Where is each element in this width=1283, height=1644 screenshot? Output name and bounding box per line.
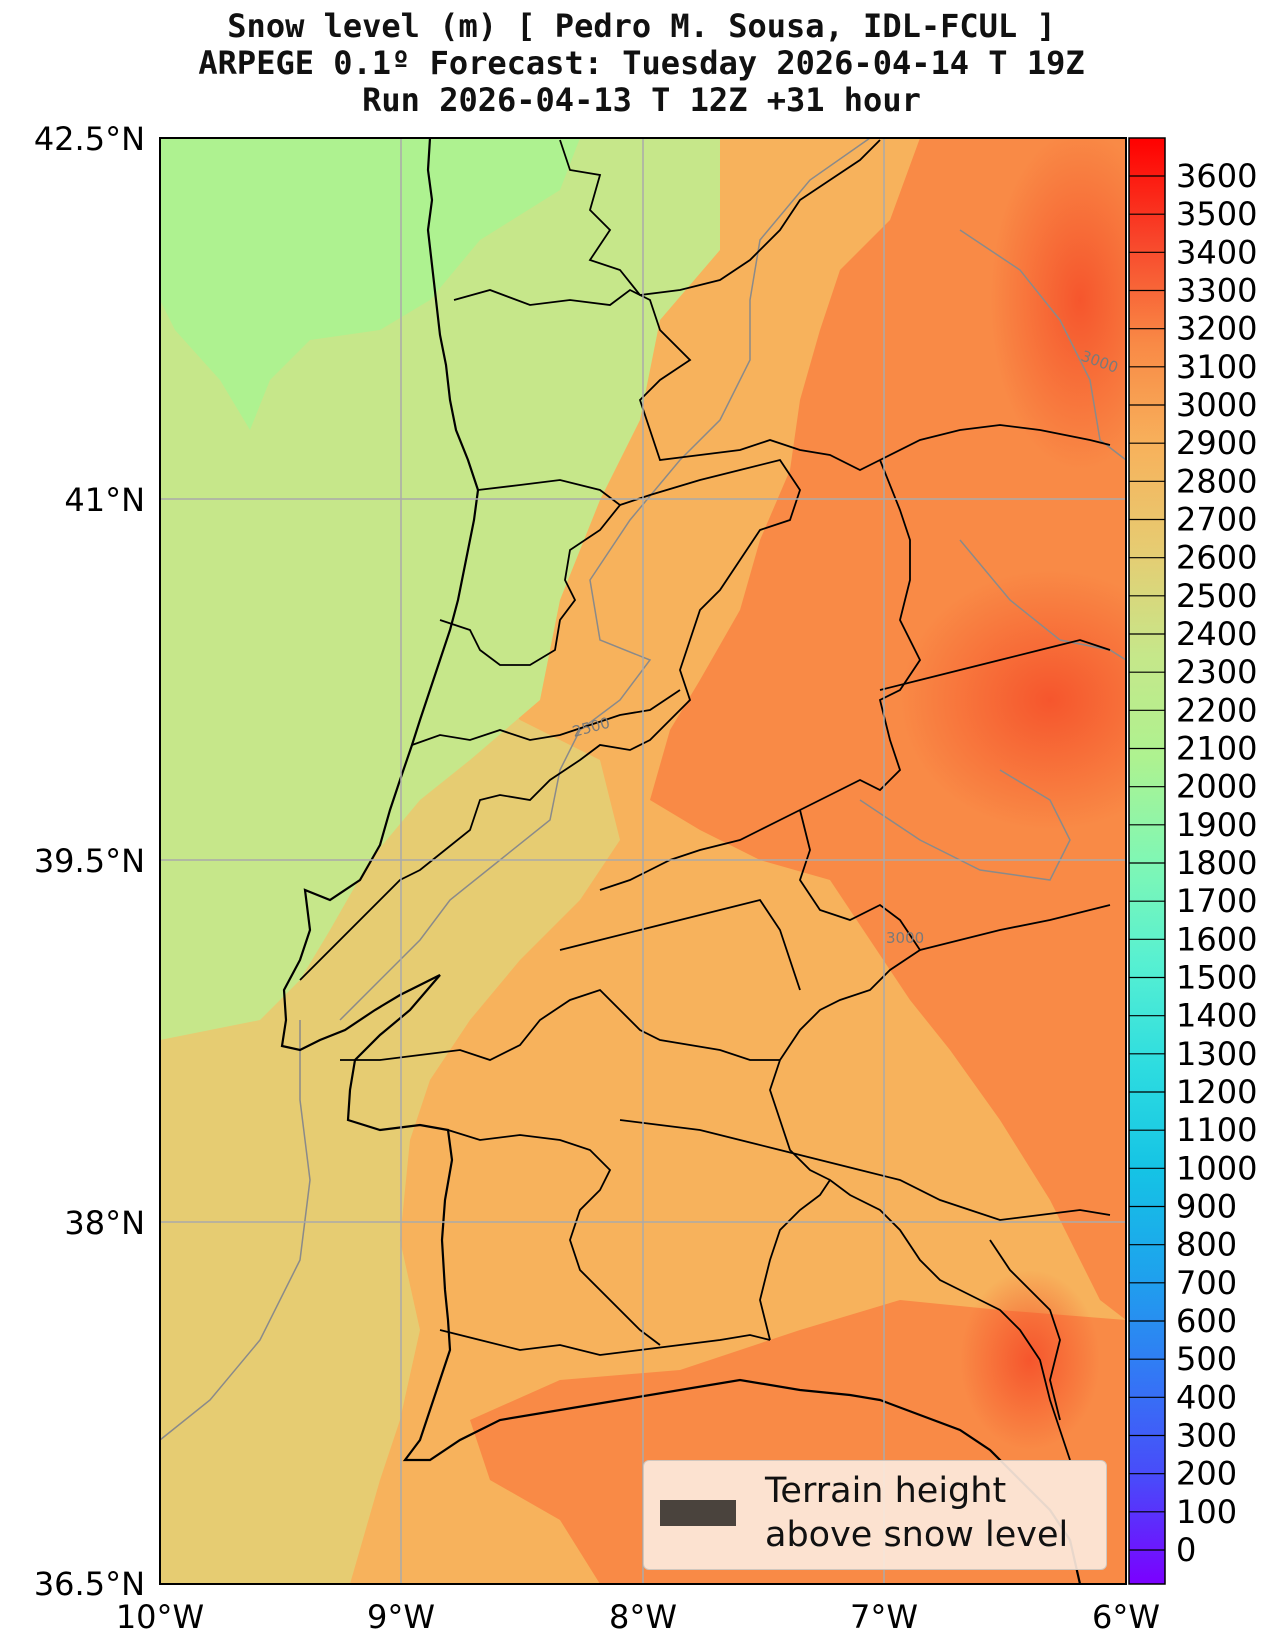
- map-frame: [159, 137, 1127, 1585]
- colorbar-tick-label: 2300: [1176, 653, 1257, 691]
- lon-tick-label: 6°W: [1092, 1598, 1160, 1636]
- district-boundary: [769, 809, 922, 1181]
- district-boundary: [299, 458, 801, 981]
- colorbar-tick-label: 3200: [1176, 310, 1257, 348]
- field-ocean-north: [160, 138, 580, 430]
- district-boundary: [453, 288, 1111, 472]
- colorbar-tick-label: 3300: [1176, 272, 1257, 310]
- colorbar-tick-label: 3500: [1176, 195, 1257, 233]
- field-hot-northeast: [990, 138, 1126, 470]
- district-boundary: [619, 1119, 1111, 1221]
- colorbar-tick-label: 300: [1176, 1417, 1237, 1455]
- colorbar-tick-label: 2200: [1176, 691, 1257, 729]
- map-area: 3000 2500 3000: [160, 138, 1126, 1584]
- lon-tick-label: 8°W: [609, 1598, 677, 1636]
- colorbar-ticks: 3600350034003300320031003000290028002700…: [1129, 157, 1257, 1569]
- colorbar-tick-label: 2100: [1176, 730, 1257, 768]
- title-line-1: Snow level (m) [ Pedro M. Sousa, IDL-FCU…: [227, 7, 1056, 45]
- colorbar-tick-label: 1500: [1176, 959, 1257, 997]
- colorbar-tick-label: 200: [1176, 1455, 1237, 1493]
- title-line-2: ARPEGE 0.1º Forecast: Tuesday 2026-04-14…: [198, 44, 1085, 82]
- field-ocean-mid: [160, 138, 720, 1040]
- legend-label: Terrain height above snow level: [765, 1469, 1068, 1557]
- longitude-gridlines: [400, 138, 885, 1584]
- colorbar-tick-label: 1100: [1176, 1111, 1257, 1149]
- district-boundary: [759, 1178, 1071, 1461]
- colorbar-tick-label: 3100: [1176, 348, 1257, 386]
- colorbar-tick-label: 2500: [1176, 577, 1257, 615]
- district-boundary: [599, 459, 922, 891]
- colorbar-tick-label: 1400: [1176, 997, 1257, 1035]
- colorbar-tick-label: 2400: [1176, 615, 1257, 653]
- legend-swatch-terrain: [660, 1500, 736, 1526]
- lat-tick-label: 38°N: [64, 1204, 145, 1242]
- colorbar-tick-label: 600: [1176, 1302, 1237, 1340]
- contour-line: [339, 138, 871, 1021]
- district-boundary: [559, 139, 881, 296]
- colorbar-tick-label: 500: [1176, 1340, 1237, 1378]
- colorbar-tick-label: 100: [1176, 1493, 1237, 1531]
- title-line-3: Run 2026-04-13 T 12Z +31 hour: [362, 81, 921, 119]
- legend-label-line2: above snow level: [765, 1515, 1069, 1555]
- colorbar-tick-label: 1300: [1176, 1035, 1257, 1073]
- colorbar-tick-label: 2000: [1176, 768, 1257, 806]
- colorbar-tick-label: 1000: [1176, 1149, 1257, 1187]
- colorbar-tick-label: 2900: [1176, 424, 1257, 462]
- colorbar-tick-label: 1200: [1176, 1073, 1257, 1111]
- district-boundary: [439, 1329, 771, 1356]
- colorbar-tick-label: 1800: [1176, 844, 1257, 882]
- district-boundary: [919, 904, 1111, 951]
- contour-line: [959, 539, 1126, 661]
- colorbar-tick-label: 400: [1176, 1378, 1237, 1416]
- coastline: [280, 138, 1082, 1584]
- lon-tick-label: 10°W: [116, 1598, 204, 1636]
- district-boundary: [340, 988, 780, 1061]
- contour-line: [859, 769, 1071, 881]
- colorbar-tick-label: 1700: [1176, 882, 1257, 920]
- contour-line: [160, 1020, 311, 1441]
- district-boundary: [559, 898, 801, 991]
- lat-tick-label: 41°N: [64, 481, 145, 519]
- colorbar-tick-label: 3400: [1176, 233, 1257, 271]
- colorbar-tick-label: 900: [1176, 1188, 1237, 1226]
- colorbar-tick-label: 3600: [1176, 157, 1257, 195]
- lat-tick-label: 42.5°N: [34, 120, 145, 158]
- contour-label-3000-mid: 3000: [886, 929, 924, 947]
- lat-tick-labels: 42.5°N 41°N 39.5°N 38°N 36.5°N: [34, 120, 145, 1603]
- district-boundary: [447, 1129, 661, 1346]
- lat-tick-label: 36.5°N: [34, 1565, 145, 1603]
- district-boundary: [439, 479, 622, 666]
- colorbar-tick-label: 2600: [1176, 539, 1257, 577]
- colorbar-gradient: [1129, 138, 1165, 1584]
- lon-tick-label: 9°W: [367, 1598, 435, 1636]
- colorbar-tick-label: 1900: [1176, 806, 1257, 844]
- legend-box: Terrain height above snow level: [643, 1460, 1107, 1570]
- colorbar-tick-label: 2700: [1176, 501, 1257, 539]
- lat-tick-label: 39.5°N: [34, 842, 145, 880]
- colorbar-tick-label: 3000: [1176, 386, 1257, 424]
- colorbar-tick-label: 0: [1176, 1531, 1196, 1569]
- colorbar-tick-label: 2800: [1176, 462, 1257, 500]
- field-hot-east: [900, 570, 1126, 830]
- legend-label-line1: Terrain height: [765, 1471, 1007, 1511]
- colorbar-tick-label: 1600: [1176, 920, 1257, 958]
- colorbar-tick-label: 800: [1176, 1226, 1237, 1264]
- district-boundary: [989, 1239, 1061, 1421]
- district-boundary: [879, 639, 1111, 691]
- district-boundary: [411, 689, 681, 746]
- colorbar: 3600350034003300320031003000290028002700…: [1128, 137, 1257, 1585]
- field-hot-southeast: [960, 1270, 1100, 1450]
- lon-tick-label: 7°W: [850, 1598, 918, 1636]
- lon-tick-labels: 10°W 9°W 8°W 7°W 6°W: [116, 1598, 1160, 1636]
- colorbar-tick-label: 700: [1176, 1264, 1237, 1302]
- colorbar-frame: [1128, 137, 1166, 1585]
